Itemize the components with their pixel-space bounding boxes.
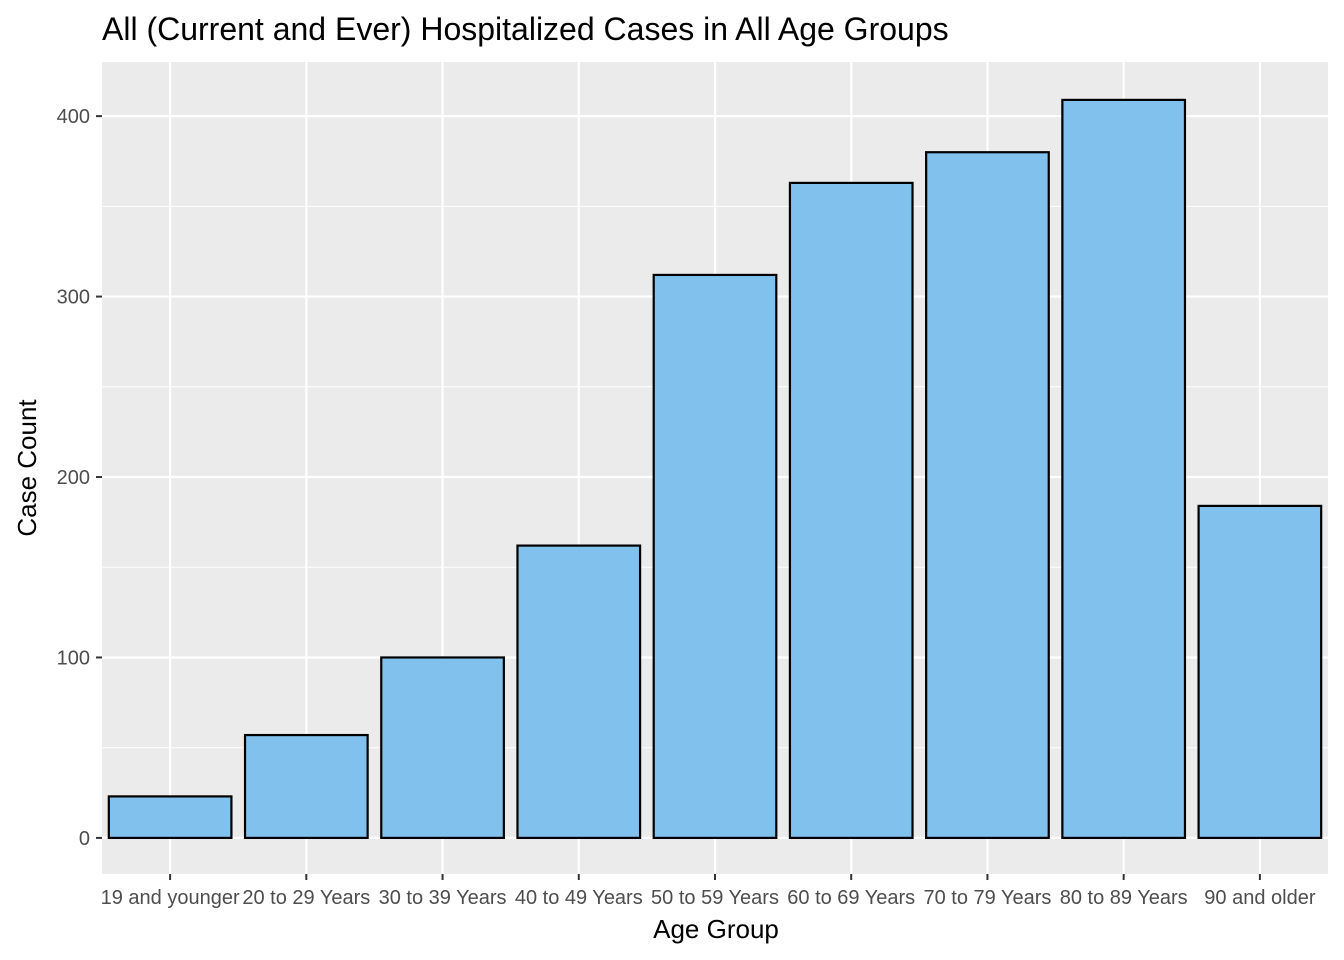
chart-title: All (Current and Ever) Hospitalized Case…: [102, 11, 949, 47]
bars: [107, 98, 1323, 840]
y-tick-label: 200: [57, 467, 90, 489]
x-tick-label: 60 to 69 Years: [787, 887, 915, 909]
x-axis: 19 and younger 20 to 29 Years 30 to 39 Yea…: [101, 874, 1316, 909]
bar-5: [652, 273, 778, 840]
x-tick-label: 30 to 39 Years: [379, 887, 507, 909]
bar-2: [243, 733, 369, 840]
x-tick-label: 40 to 49 Years: [515, 887, 643, 909]
y-axis-title: Case Count: [12, 399, 42, 537]
x-tick-label: 19 and younger: [101, 887, 240, 909]
x-tick-label: 70 to 79 Years: [923, 887, 1051, 909]
x-tick-label: 80 to 89 Years: [1060, 887, 1188, 909]
bar-3: [380, 656, 505, 840]
x-tick-label: 20 to 29 Years: [242, 887, 370, 909]
y-axis: 0 100 200 300 400: [57, 106, 102, 850]
x-axis-title: Age Group: [653, 914, 779, 944]
bar-4: [516, 544, 642, 840]
y-tick-label: 0: [79, 828, 90, 850]
y-tick-label: 400: [57, 106, 90, 128]
y-tick-label: 300: [57, 287, 90, 309]
bar-9: [1197, 504, 1323, 840]
y-tick-label: 100: [57, 647, 90, 669]
bar-7: [925, 151, 1050, 840]
x-tick-label: 90 and older: [1204, 887, 1316, 909]
bar-1: [107, 795, 233, 840]
bar-8: [1061, 98, 1187, 840]
x-tick-label: 50 to 59 Years: [651, 887, 779, 909]
bar-6: [788, 181, 914, 840]
